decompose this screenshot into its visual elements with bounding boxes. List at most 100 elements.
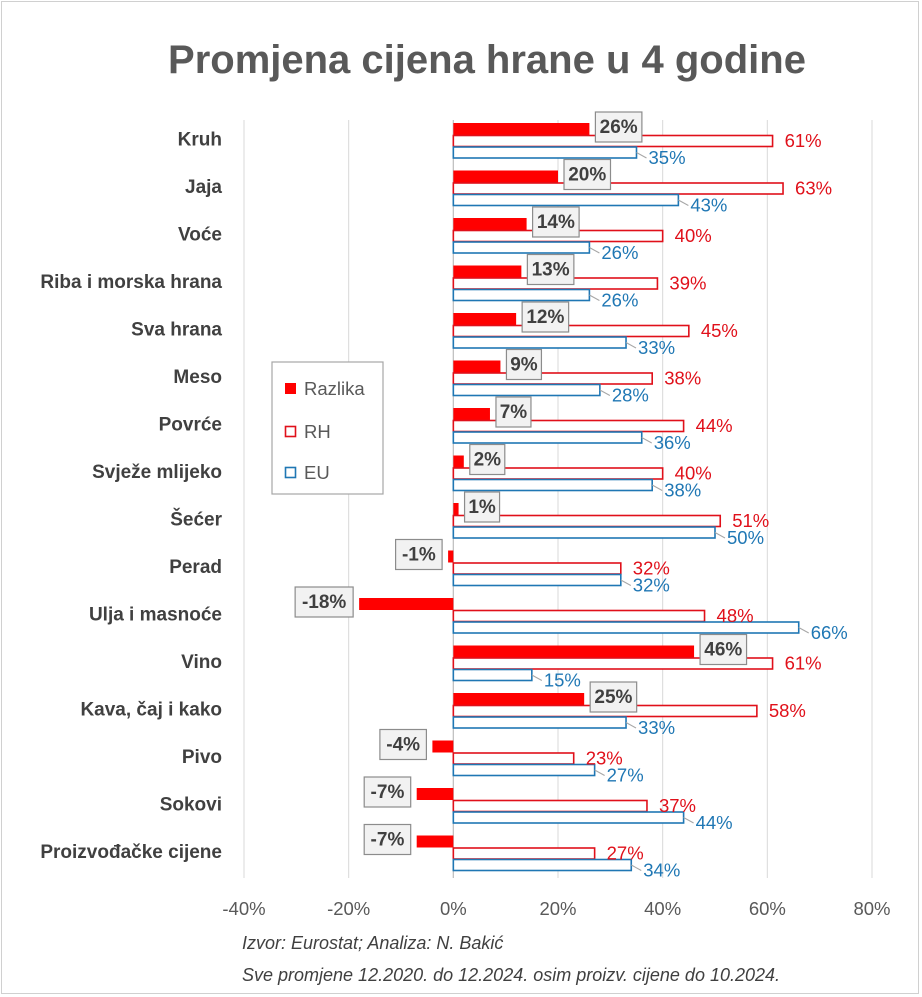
data-label-box-razlika — [395, 538, 443, 571]
data-label-eu: 33% — [638, 337, 675, 358]
data-label-box-razlika — [495, 396, 532, 428]
data-label-box-razlika — [363, 823, 412, 856]
data-label-razlika: 14% — [537, 212, 575, 233]
bar-eu — [452, 431, 643, 444]
data-label-rh: 58% — [769, 700, 806, 721]
bar-eu — [452, 146, 638, 159]
data-label-rh: 61% — [785, 130, 822, 151]
data-label-eu: 28% — [612, 385, 649, 406]
category-label: Riba i morska hrana — [40, 272, 222, 293]
bar-razlika — [453, 360, 501, 373]
data-label-rh: 48% — [717, 605, 754, 626]
legend-label-razlika: Razlika — [304, 378, 365, 399]
data-label-box-razlika — [526, 253, 575, 286]
bar-eu — [452, 811, 685, 824]
bar-rh — [452, 752, 575, 765]
legend-label-rh: RH — [304, 421, 331, 442]
data-label-rh: 39% — [669, 273, 706, 294]
data-label-eu: 38% — [664, 480, 701, 501]
leader-line — [625, 342, 637, 349]
data-label-box-razlika — [563, 158, 612, 191]
legend-label-eu: EU — [304, 462, 330, 483]
data-label-razlika: -4% — [386, 735, 420, 756]
bar-razlika — [448, 550, 454, 563]
category-label: Jaja — [185, 177, 222, 198]
data-label-box-razlika — [463, 491, 501, 523]
data-label-razlika: 2% — [474, 450, 502, 471]
data-label-box-razlika — [589, 681, 638, 713]
bar-rh — [452, 562, 622, 575]
category-label: Vino — [181, 652, 222, 673]
leader-line — [589, 247, 600, 254]
data-label-rh: 40% — [675, 463, 712, 484]
bar-rh — [452, 419, 685, 433]
data-label-razlika: -7% — [371, 782, 405, 803]
x-tick-label: -40% — [222, 898, 265, 919]
data-label-eu: 26% — [601, 242, 638, 263]
data-label-box-razlika — [379, 728, 427, 761]
data-label-eu: 66% — [811, 622, 848, 643]
data-label-razlika: 12% — [526, 307, 564, 328]
data-label-rh: 27% — [607, 843, 644, 864]
data-label-eu: 50% — [727, 527, 764, 548]
x-tick-label: 0% — [440, 898, 467, 919]
category-label: Povrće — [159, 415, 222, 436]
data-label-box-razlika — [505, 348, 543, 381]
bar-razlika — [359, 598, 454, 610]
bar-rh — [452, 657, 774, 670]
data-label-rh: 63% — [795, 178, 832, 199]
leader-line — [620, 579, 632, 586]
leader-line — [798, 627, 809, 634]
data-label-eu: 43% — [690, 195, 727, 216]
bar-razlika — [453, 645, 695, 658]
x-tick-label: 60% — [749, 898, 786, 919]
leader-line — [531, 674, 543, 681]
bar-eu — [452, 858, 633, 872]
chart-title: Promjena cijena hrane u 4 godine — [168, 38, 806, 82]
bar-eu — [452, 383, 601, 397]
bar-razlika — [453, 313, 517, 325]
category-label: Sokovi — [160, 795, 222, 816]
bar-eu — [452, 763, 596, 777]
leader-line — [641, 437, 652, 444]
bar-razlika — [453, 693, 585, 705]
data-label-eu: 35% — [649, 147, 686, 168]
bar-rh — [452, 609, 706, 623]
leader-line — [599, 389, 611, 396]
data-label-rh: 51% — [732, 510, 769, 531]
data-label-rh: 37% — [659, 795, 696, 816]
period-note: Sve promjene 12.2020. do 12.2024. osim p… — [242, 965, 780, 985]
leader-line — [683, 817, 694, 824]
leader-line — [589, 294, 600, 301]
data-label-eu: 44% — [696, 812, 733, 833]
category-label: Kava, čaj i kako — [80, 700, 222, 721]
data-label-eu: 15% — [544, 670, 581, 691]
bar-eu — [452, 288, 591, 302]
data-label-box-razlika — [294, 586, 354, 618]
category-label: Svježe mlijeko — [92, 462, 222, 483]
bar-razlika — [453, 170, 558, 183]
x-tick-label: -20% — [327, 898, 370, 919]
bar-eu — [452, 716, 627, 729]
data-label-eu: 36% — [654, 432, 691, 453]
bar-eu — [452, 241, 591, 254]
data-labels: 61% 35% 26% 63% 43% 20% 40% 26% 14% 39% 26% 13% 45% 3… — [294, 111, 848, 881]
data-label-eu: 33% — [638, 717, 675, 738]
category-labels: Kruh Jaja Voće Riba i morska hrana Sva hrana… — [40, 130, 222, 864]
category-label: Proizvođačke cijene — [40, 842, 222, 863]
bar-rh — [452, 372, 654, 385]
leader-line — [714, 532, 726, 539]
data-label-razlika: 46% — [704, 640, 742, 661]
bar-eu — [452, 526, 716, 539]
data-label-rh: 44% — [696, 415, 733, 436]
category-label: Voće — [178, 225, 222, 246]
bar-eu — [452, 573, 622, 587]
leader-line — [594, 769, 605, 776]
bar-eu — [452, 478, 654, 492]
data-label-rh: 40% — [675, 225, 712, 246]
bar-razlika — [416, 835, 454, 848]
bar-eu — [452, 193, 680, 207]
leader-line — [631, 864, 642, 871]
bar-razlika — [453, 455, 464, 468]
